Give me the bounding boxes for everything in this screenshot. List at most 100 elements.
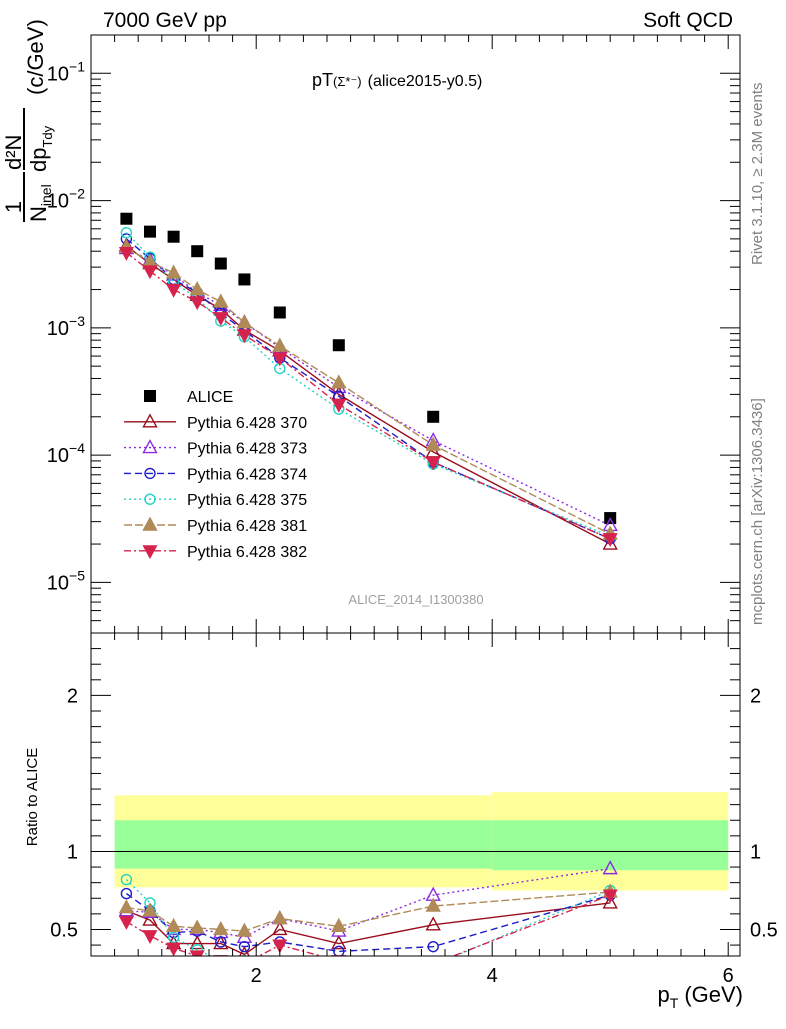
x-tick-label: 4 — [487, 965, 498, 987]
ratio-point-375-6 — [275, 959, 285, 969]
point-382-2 — [166, 283, 182, 298]
legend-marker — [144, 493, 156, 505]
legend-item-382: Pythia 6.428 382 — [124, 544, 307, 561]
legend-label: Pythia 6.428 381 — [187, 518, 307, 535]
ratio-point-375-8 — [428, 960, 438, 970]
band-inner-0 — [114, 820, 493, 869]
ratio-point-375-5 — [241, 954, 248, 956]
ratio-y-tick-label-right: 0.5 — [750, 919, 778, 941]
point-381-6 — [272, 337, 288, 352]
point-alice-8 — [427, 410, 440, 423]
ratio-line-381 — [126, 891, 611, 932]
ratio-point-370-3 — [189, 935, 205, 950]
top-y-tick-label: 10−2 — [47, 186, 85, 213]
top-y-tick-label: 10−3 — [47, 313, 85, 340]
ylabel-one: 1 — [1, 201, 26, 213]
point-alice-2 — [167, 230, 180, 243]
ratio-point-381-1 — [142, 902, 158, 917]
point-381-4 — [213, 293, 229, 308]
x-axis-label: pT (GeV) — [658, 982, 744, 1011]
legend-label: Pythia 6.428 374 — [187, 466, 307, 483]
legend: ALICE Pythia 6.428 370 Pythia 6.428 373 Pyt… — [124, 389, 307, 561]
ratio-point-381-4 — [213, 921, 229, 936]
ylabel-n: Ninel — [26, 184, 54, 222]
ratio-line-373 — [126, 867, 611, 939]
legend-item-373: Pythia 6.428 373 — [124, 439, 307, 458]
ylabel-dpt: dpTdy — [26, 125, 55, 172]
ratio-y-tick-label-right: 2 — [750, 685, 761, 707]
axis-tick-labels: 2 4 6 10−5 10−4 10−3 10−2 10−1 0.5 0.5 1 1 2 2 — [47, 58, 778, 987]
point-alice-4 — [214, 257, 227, 270]
ratio-line-374 — [125, 893, 611, 953]
ratio-y-tick-label-right: 1 — [750, 841, 761, 863]
ratio-point-381-7 — [331, 917, 347, 933]
ratio-panel-series — [118, 860, 618, 973]
legend-item-375: Pythia 6.428 375 — [124, 492, 307, 509]
legend-label: ALICE — [187, 389, 233, 406]
legend-label: Pythia 6.428 375 — [187, 492, 307, 509]
legend-item-374: Pythia 6.428 374 — [124, 466, 307, 483]
point-375-0 — [120, 226, 133, 239]
ratio-point-370-7 — [331, 935, 347, 950]
point-381-3 — [189, 281, 205, 296]
mcplots-label: mcplots.cern.ch [arXiv:1306.3436] — [749, 398, 766, 625]
point-381-5 — [236, 314, 253, 329]
ratio-y-tick-label-left: 1 — [67, 841, 78, 863]
point-381-7 — [331, 374, 347, 389]
series-line-375 — [125, 232, 611, 537]
ratio-point-381-3 — [189, 919, 205, 934]
top-panel-series — [118, 212, 618, 550]
ratio-point-381-5 — [236, 922, 253, 937]
ratio-point-374-4 — [215, 936, 227, 948]
ratio-point-370-8 — [425, 916, 441, 931]
legend-item-alice: ALICE — [144, 389, 233, 406]
ratio-point-374-0 — [120, 887, 133, 900]
legend-marker — [144, 467, 156, 480]
point-alice-1 — [144, 225, 156, 238]
plot-title-particle: (Σ*⁻) — [333, 74, 362, 89]
ratio-panel-frame — [90, 632, 741, 957]
point-382-3 — [189, 296, 205, 311]
ratio-line-382 — [126, 894, 611, 956]
legend-item-370: Pythia 6.428 370 — [124, 413, 307, 432]
ratio-y-tick-label-left: 0.5 — [50, 919, 78, 941]
series-line-381 — [126, 246, 611, 535]
plot-title-main: pT — [312, 70, 333, 90]
point-alice-7 — [332, 339, 345, 352]
legend-marker — [142, 439, 158, 454]
plot-title: pT(Σ*⁻) (alice2015-y0.5) — [312, 70, 482, 90]
legend-marker — [142, 413, 158, 428]
series-line-370 — [125, 245, 611, 545]
legend-label: Pythia 6.428 373 — [187, 441, 307, 458]
point-alice-5 — [238, 273, 251, 286]
top-y-tick-label: 10−5 — [47, 567, 85, 594]
ratio-point-382-7 — [331, 955, 347, 956]
ratio-point-382-6 — [272, 939, 288, 954]
point-382-6 — [272, 352, 288, 367]
ratio-point-381-6 — [272, 910, 288, 925]
ratio-point-370-5 — [238, 945, 250, 956]
ratio-point-382-4 — [213, 955, 229, 956]
point-alice-0 — [120, 212, 133, 225]
ratio-point-382-5 — [238, 959, 251, 971]
header-left: 7000 GeV pp — [103, 9, 227, 32]
x-tick-label: 6 — [723, 965, 734, 987]
ratio-point-375-7 — [334, 963, 344, 973]
ratio-uncertainty-bands — [114, 792, 729, 891]
ylabel-units: (c/GeV) — [23, 19, 48, 95]
legend-item-381: Pythia 6.428 381 — [124, 516, 307, 535]
ratio-point-382-0 — [118, 916, 134, 930]
point-381-2 — [165, 264, 182, 279]
ratio-point-373-9 — [602, 860, 618, 875]
ratio-y-tick-label-left: 2 — [67, 685, 78, 707]
point-alice-6 — [273, 306, 286, 319]
ratio-point-382-3 — [189, 950, 205, 956]
point-382-7 — [331, 398, 347, 413]
header-right: Soft QCD — [643, 9, 733, 32]
legend-marker — [144, 390, 156, 402]
point-381-8 — [425, 436, 441, 451]
rivet-label: Rivet 3.1.10, ≥ 2.3M events — [749, 83, 766, 266]
top-y-axis-label: 1 Ninel d²N dpTdy (c/GeV) — [1, 19, 55, 222]
ratio-point-382-9 — [602, 889, 618, 904]
